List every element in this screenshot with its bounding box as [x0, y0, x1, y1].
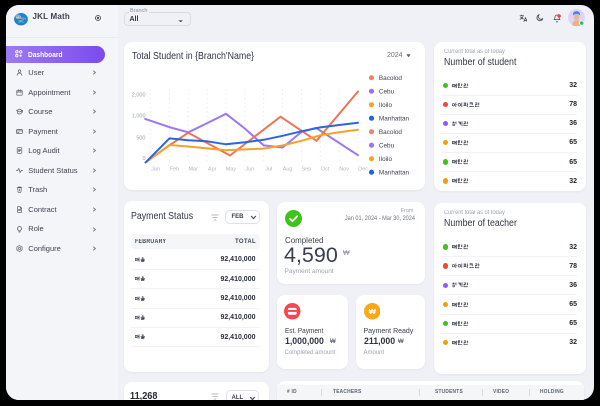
svg-text:Cebu: Cebu [379, 89, 395, 96]
svg-text:JKL: JKL [18, 19, 26, 23]
svg-text:Iloilo: Iloilo [379, 156, 393, 163]
svg-text:TH: TH [21, 16, 26, 20]
svg-text:Jan: Jan [151, 167, 160, 173]
svg-text:Dec: Dec [358, 167, 368, 173]
svg-text:0: 0 [142, 156, 145, 162]
svg-text:Sep: Sep [302, 167, 312, 173]
svg-text:Bacolod: Bacolod [379, 75, 403, 82]
svg-text:Jul: Jul [265, 167, 272, 173]
svg-text:2,000: 2,000 [132, 93, 146, 99]
svg-text:Oct: Oct [321, 167, 330, 173]
svg-text:Feb: Feb [170, 167, 179, 173]
svg-text:Aug: Aug [283, 167, 293, 173]
svg-text:May: May [226, 167, 237, 173]
svg-text:MA: MA [16, 16, 22, 20]
svg-text:Nov: Nov [339, 167, 349, 173]
svg-text:Manhattan: Manhattan [379, 170, 410, 177]
svg-text:Jun: Jun [245, 167, 254, 173]
svg-text:Manhattan: Manhattan [379, 116, 410, 123]
svg-text:Bacolod: Bacolod [379, 129, 403, 136]
svg-text:₩: ₩ [368, 307, 376, 316]
svg-text:Mar: Mar [189, 167, 199, 173]
svg-text:1,000: 1,000 [132, 114, 146, 120]
svg-text:500: 500 [136, 136, 145, 142]
svg-text:Cebu: Cebu [379, 143, 395, 150]
svg-text:Apr: Apr [208, 167, 217, 173]
svg-text:Iloilo: Iloilo [379, 102, 393, 109]
